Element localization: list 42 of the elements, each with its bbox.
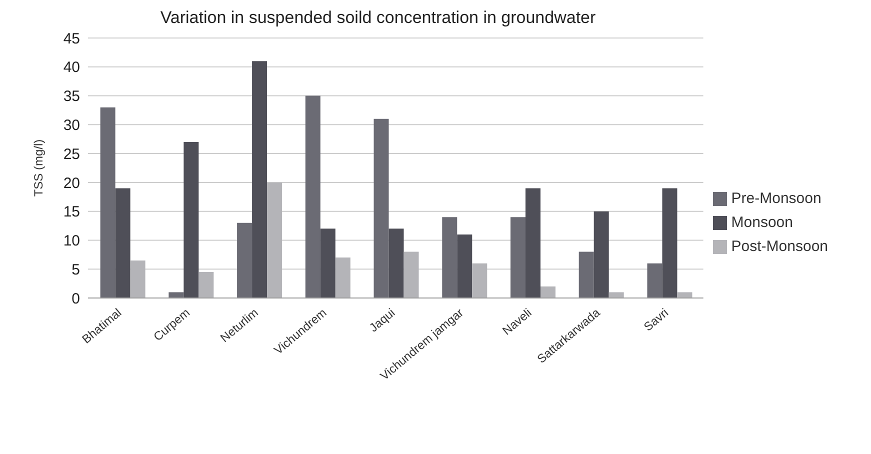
- bar: [608, 292, 624, 298]
- bar: [100, 107, 116, 298]
- bar: [198, 272, 214, 298]
- bar: [594, 211, 609, 298]
- bar: [252, 61, 268, 298]
- bar: [184, 142, 199, 298]
- y-tick-label: 35: [63, 88, 80, 106]
- y-tick-label: 20: [63, 174, 80, 192]
- bar: [305, 96, 320, 298]
- legend-label: Pre-Monsoon: [731, 190, 822, 207]
- bar: [404, 252, 419, 298]
- bar: [335, 258, 350, 298]
- y-tick-label: 40: [63, 59, 80, 76]
- bar: [578, 252, 594, 298]
- chart-title: Variation in suspended soild concentration in groundwater: [159, 8, 597, 28]
- bar: [130, 260, 146, 298]
- y-tick-label: 15: [63, 204, 80, 221]
- bar: [677, 292, 692, 298]
- bar: [540, 286, 556, 298]
- y-tick-label: 30: [63, 116, 80, 134]
- bar: [388, 228, 404, 298]
- bar: [237, 222, 252, 298]
- y-tick-label: 5: [72, 261, 80, 278]
- bar: [442, 217, 458, 298]
- bar: [510, 217, 526, 298]
- y-tick-label: 25: [63, 146, 80, 163]
- bar: [525, 188, 540, 298]
- y-tick-label: 0: [72, 290, 80, 308]
- bar: [374, 118, 389, 298]
- bar: [457, 234, 472, 298]
- legend-label: Monsoon: [731, 214, 793, 231]
- bar: [472, 263, 488, 298]
- y-tick-label: 10: [63, 232, 80, 250]
- bar: [115, 188, 130, 298]
- bar: [267, 182, 282, 298]
- legend-label: Post-Monsoon: [731, 238, 828, 255]
- y-axis-title: TSS (mg/l): [31, 139, 46, 197]
- bar: [662, 188, 678, 298]
- bar: [168, 292, 184, 298]
- bar: [647, 263, 662, 298]
- bar: [320, 228, 336, 298]
- y-tick-label: 45: [63, 30, 80, 48]
